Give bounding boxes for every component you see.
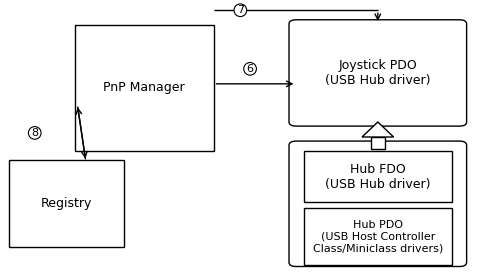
Text: Hub PDO
(USB Host Controller
Class/Miniclass drivers): Hub PDO (USB Host Controller Class/Minic… (313, 220, 443, 253)
Text: Joystick PDO
(USB Hub driver): Joystick PDO (USB Hub driver) (325, 59, 430, 87)
Bar (304, 208, 452, 265)
Text: 6: 6 (246, 64, 254, 74)
Polygon shape (362, 122, 394, 137)
Text: PnP Manager: PnP Manager (103, 81, 185, 95)
Text: Hub FDO
(USB Hub driver): Hub FDO (USB Hub driver) (325, 162, 430, 190)
Bar (304, 151, 452, 202)
Text: 7: 7 (237, 5, 244, 15)
Bar (371, 137, 385, 149)
Text: 8: 8 (31, 128, 39, 138)
FancyBboxPatch shape (289, 141, 467, 267)
FancyBboxPatch shape (289, 20, 467, 126)
Bar (75, 25, 214, 151)
Bar (9, 160, 123, 247)
Text: Registry: Registry (41, 197, 92, 210)
